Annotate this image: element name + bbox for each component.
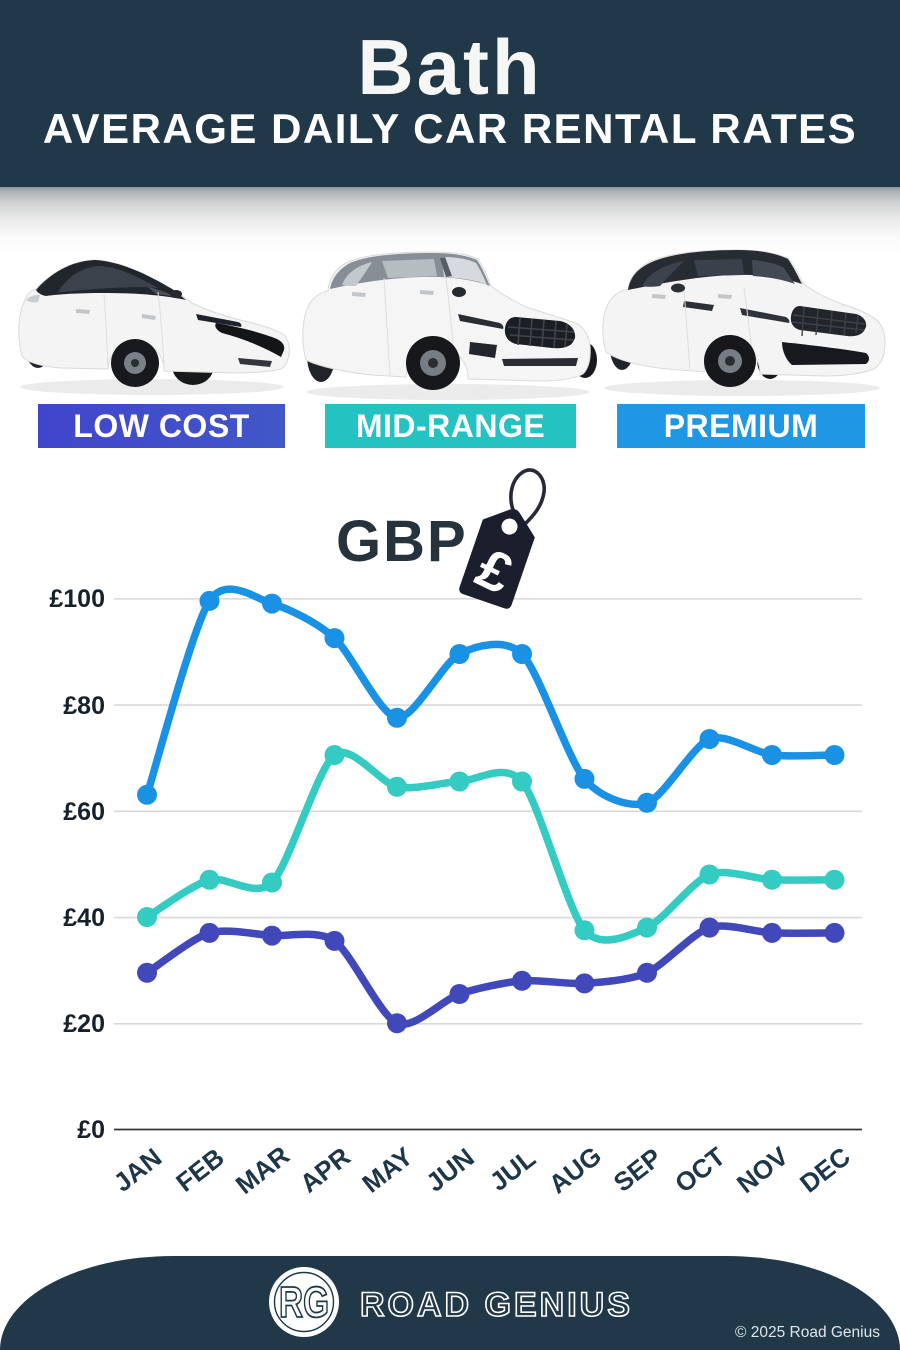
svg-text:£60: £60	[63, 798, 105, 826]
svg-text:ROAD GENIUS: ROAD GENIUS	[360, 1286, 633, 1324]
svg-text:DEC: DEC	[794, 1141, 856, 1199]
svg-text:£100: £100	[49, 585, 105, 613]
svg-text:£80: £80	[63, 692, 105, 720]
svg-text:JUL: JUL	[484, 1143, 541, 1197]
svg-text:£20: £20	[63, 1010, 105, 1038]
svg-text:MAR: MAR	[230, 1140, 295, 1200]
svg-text:MAY: MAY	[356, 1141, 418, 1199]
svg-text:APR: APR	[294, 1141, 356, 1199]
svg-text:JAN: JAN	[108, 1142, 167, 1198]
svg-text:OCT: OCT	[669, 1141, 731, 1199]
svg-text:SEP: SEP	[608, 1142, 667, 1198]
svg-text:NOV: NOV	[731, 1140, 794, 1199]
svg-text:FEB: FEB	[170, 1142, 229, 1198]
svg-text:£40: £40	[63, 904, 105, 932]
svg-text:RG: RG	[279, 1278, 329, 1327]
svg-text:£0: £0	[77, 1116, 105, 1144]
svg-text:JUN: JUN	[420, 1142, 479, 1198]
svg-text:AUG: AUG	[543, 1140, 607, 1199]
